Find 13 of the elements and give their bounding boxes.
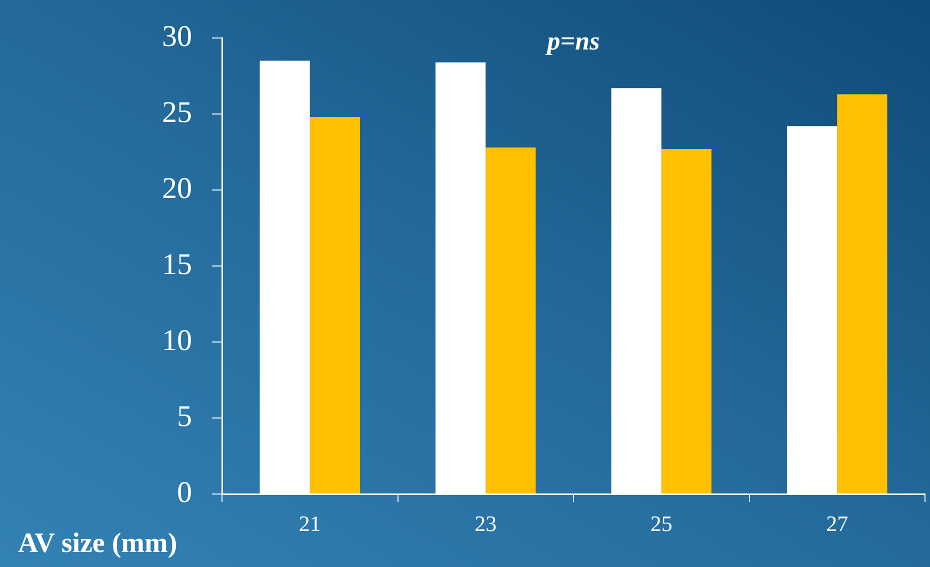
x-tick-label: 23 — [474, 510, 497, 536]
y-tick-label: 10 — [162, 324, 192, 357]
y-tick-label: 5 — [177, 400, 192, 433]
x-tick-label: 25 — [650, 510, 672, 536]
y-tick-label: 25 — [162, 96, 192, 129]
x-tick-label: 21 — [298, 510, 321, 536]
y-tick-label: 30 — [162, 20, 192, 53]
annotation: p=ns — [545, 26, 600, 56]
x-axis-title: AV size (mm) — [18, 528, 178, 560]
x-tick-label: 27 — [826, 510, 848, 536]
y-tick-label: 15 — [162, 248, 192, 281]
y-tick-label: 0 — [177, 476, 192, 509]
y-tick-label: 20 — [162, 172, 192, 205]
